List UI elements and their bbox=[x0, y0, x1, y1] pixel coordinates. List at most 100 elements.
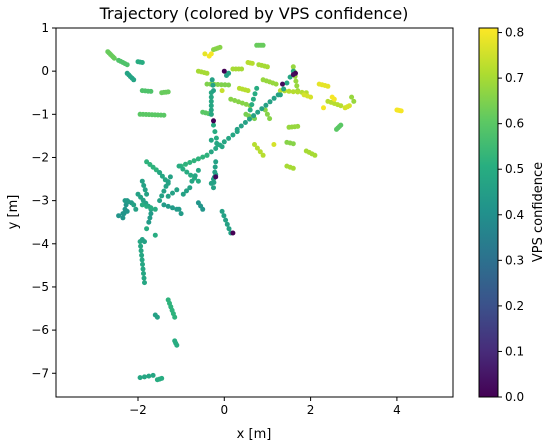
data-point bbox=[290, 64, 296, 70]
data-point bbox=[290, 89, 296, 95]
data-point bbox=[208, 103, 214, 109]
data-point bbox=[260, 42, 266, 48]
data-point bbox=[133, 206, 139, 212]
data-point bbox=[139, 60, 145, 65]
data-point bbox=[263, 102, 269, 108]
data-point bbox=[234, 129, 240, 135]
colorbar-ticks: 0.0 0.1 0.2 0.3 0.4 0.5 0.6 0.7 0.8 bbox=[498, 26, 524, 404]
data-point bbox=[176, 163, 182, 169]
data-point bbox=[208, 107, 214, 113]
data-point bbox=[208, 149, 214, 155]
data-point bbox=[211, 88, 216, 94]
tick-label: 4 bbox=[393, 403, 401, 417]
data-point bbox=[161, 112, 167, 118]
colorbar-label: VPS confidence bbox=[531, 162, 546, 262]
tick-label: 0 bbox=[41, 64, 49, 78]
data-point bbox=[161, 202, 167, 208]
y-axis-ticks: 1 0 −1 −2 −3 −4 −5 −6 −7 bbox=[31, 21, 56, 380]
data-point bbox=[176, 206, 182, 212]
data-point bbox=[295, 123, 301, 129]
tick-label: 0.7 bbox=[505, 71, 524, 85]
data-point bbox=[159, 173, 165, 179]
data-point bbox=[267, 116, 273, 122]
data-point bbox=[163, 183, 169, 189]
data-point bbox=[174, 187, 180, 193]
tick-label: 1 bbox=[41, 21, 49, 35]
data-point bbox=[245, 88, 251, 94]
data-point bbox=[230, 132, 236, 138]
data-point bbox=[146, 219, 152, 225]
tick-label: 0.0 bbox=[505, 390, 524, 404]
data-point bbox=[208, 180, 214, 186]
tick-label: −5 bbox=[31, 280, 49, 294]
data-point bbox=[226, 226, 232, 232]
tick-label: 2 bbox=[307, 403, 315, 417]
data-point bbox=[137, 375, 143, 381]
tick-label: 0.2 bbox=[505, 299, 524, 313]
data-point bbox=[346, 103, 352, 109]
data-point bbox=[142, 280, 147, 286]
data-point bbox=[206, 53, 212, 59]
data-point bbox=[141, 183, 147, 188]
data-point bbox=[239, 100, 245, 106]
data-point bbox=[210, 82, 216, 88]
data-point bbox=[195, 178, 201, 184]
data-point bbox=[144, 203, 150, 209]
data-point bbox=[349, 94, 355, 100]
x-axis-ticks: −2 0 2 4 bbox=[129, 397, 401, 417]
data-point bbox=[275, 92, 281, 98]
data-point bbox=[138, 243, 144, 249]
plot-frame bbox=[55, 27, 454, 398]
data-point bbox=[239, 66, 245, 72]
data-point bbox=[284, 80, 290, 86]
tick-label: 0.8 bbox=[505, 26, 524, 40]
data-point bbox=[236, 99, 241, 105]
data-point bbox=[195, 167, 201, 173]
data-point bbox=[157, 170, 163, 176]
data-point bbox=[224, 221, 230, 227]
data-point bbox=[247, 116, 252, 122]
data-point bbox=[208, 137, 214, 143]
data-point bbox=[139, 178, 145, 184]
data-point bbox=[290, 165, 296, 171]
data-point bbox=[208, 98, 214, 104]
data-point bbox=[247, 107, 253, 113]
tick-label: −4 bbox=[31, 237, 49, 251]
data-point bbox=[249, 60, 255, 66]
data-point bbox=[294, 83, 300, 89]
data-point bbox=[331, 96, 337, 102]
data-point bbox=[308, 94, 314, 100]
data-point bbox=[243, 101, 249, 107]
data-point bbox=[142, 374, 147, 380]
tick-label: 0.3 bbox=[505, 253, 524, 267]
data-point bbox=[321, 105, 326, 111]
data-point bbox=[204, 81, 210, 87]
data-point bbox=[211, 185, 216, 191]
data-point bbox=[217, 44, 223, 50]
data-point bbox=[139, 252, 145, 258]
data-point bbox=[222, 82, 228, 88]
tick-label: −2 bbox=[129, 403, 147, 417]
tick-label: −6 bbox=[31, 323, 49, 337]
tick-label: −1 bbox=[31, 107, 49, 121]
data-point bbox=[208, 94, 214, 100]
data-point bbox=[250, 96, 256, 102]
data-point bbox=[200, 154, 206, 160]
data-point bbox=[148, 211, 154, 217]
data-point bbox=[165, 203, 171, 209]
data-point bbox=[232, 98, 238, 103]
data-point bbox=[286, 88, 292, 94]
data-point bbox=[211, 118, 216, 124]
data-point bbox=[195, 156, 201, 162]
data-point bbox=[212, 129, 218, 135]
data-point bbox=[226, 135, 232, 141]
data-point bbox=[271, 95, 277, 101]
data-point bbox=[153, 167, 159, 173]
data-point bbox=[230, 230, 236, 236]
tick-label: −3 bbox=[31, 194, 49, 208]
data-point bbox=[252, 91, 258, 97]
data-point bbox=[148, 205, 154, 211]
data-point bbox=[221, 139, 227, 145]
